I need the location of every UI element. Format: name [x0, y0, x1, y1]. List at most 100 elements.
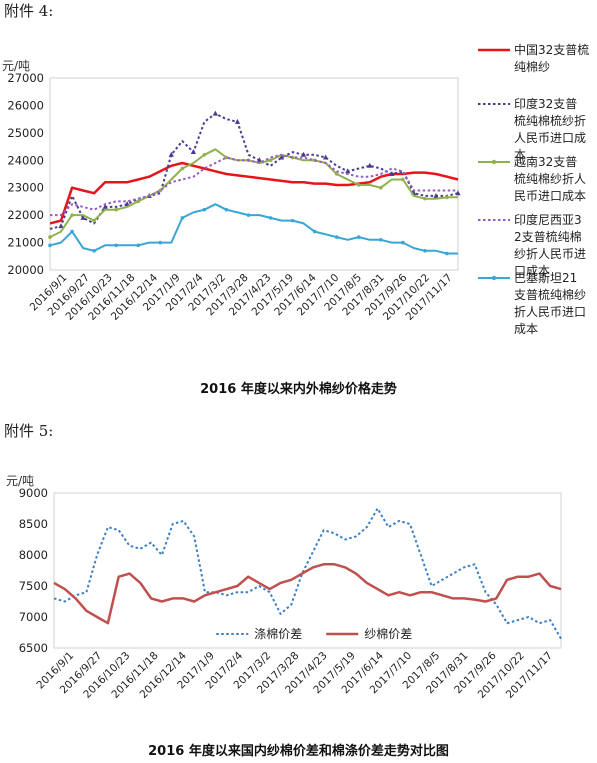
cotton-yarn-price-chart: 元/吨 20000 21000 22000 23000 24000 25000 26000 27… [2, 42, 589, 336]
legend-label-1: 梳纯棉梳纱折 [514, 113, 586, 128]
attachment-5-label: 附件 5: [4, 422, 54, 440]
legend-label-3: 纱折人民币进 [514, 246, 586, 261]
chart-2-title: 2016 年度以来国内纱棉价差和棉涤价差走势对比图 [148, 744, 449, 759]
legend-label-1: 纱棉价差 [364, 627, 412, 641]
series-marker-1 [323, 154, 329, 160]
series-marker-1 [367, 162, 373, 168]
series-marker-4 [356, 235, 361, 239]
legend-label-2: 越南32支普 [514, 154, 577, 169]
series-marker-1 [58, 223, 64, 229]
series-marker-4 [290, 218, 295, 223]
plot-area-frame [53, 492, 562, 649]
legend-label-2: 民币进口成本 [514, 189, 586, 203]
y-tick-label: 9000 [19, 486, 48, 500]
legend-marker-2 [491, 159, 497, 165]
y-tick-label: 7000 [19, 610, 48, 624]
attachment-4-label: 附件 4: [4, 2, 54, 20]
series-marker-1 [433, 192, 439, 198]
series-line-1 [49, 112, 459, 230]
series-marker-4 [401, 240, 405, 245]
series-marker-2 [48, 235, 52, 239]
series-marker-4 [158, 240, 163, 245]
series-marker-4 [136, 243, 141, 248]
series-marker-1 [389, 171, 395, 176]
legend-label-1: 人民币进口成 [514, 131, 586, 145]
y-tick-label: 26000 [7, 98, 44, 112]
series-marker-2 [136, 199, 141, 204]
series-marker-1 [190, 149, 196, 155]
series-marker-1 [124, 201, 130, 207]
series-marker-1 [80, 214, 86, 220]
series-marker-4 [379, 238, 383, 242]
y-axis-unit: 元/吨 [2, 59, 30, 73]
legend-label-3: 2支普梳纯棉 [514, 229, 582, 244]
y-tick-label: 21000 [7, 236, 44, 250]
series-line-1 [53, 563, 562, 625]
y-tick-label: 20000 [7, 263, 44, 277]
legend-label-2: 梳纯棉纱折人 [514, 171, 586, 186]
legend-label-3: 印度尼西亚3 [514, 212, 582, 227]
series-line-0 [53, 507, 562, 640]
series-marker-2 [114, 207, 118, 212]
legend-label-4: 巴基斯坦21 [514, 271, 577, 285]
y-tick-label: 23000 [7, 181, 44, 195]
series-marker-4 [224, 207, 229, 212]
series-marker-2 [401, 177, 405, 182]
series-line-0 [49, 161, 459, 225]
series-marker-2 [180, 166, 185, 171]
price-spread-chart: 元/吨6500700075008000850090002016/9/12016/… [6, 474, 562, 701]
series-marker-1 [168, 151, 174, 157]
series-marker-2 [202, 153, 207, 157]
legend-label-0: 中国32支普梳 [514, 42, 589, 57]
legend-label-1: 印度32支普 [514, 96, 577, 111]
series-marker-4 [246, 213, 251, 217]
series-marker-4 [92, 249, 96, 253]
y-tick-label: 22000 [7, 208, 44, 222]
series-marker-2 [445, 195, 449, 200]
series-marker-4 [180, 216, 185, 220]
y-tick-label: 7500 [19, 579, 48, 593]
series-marker-4 [423, 249, 427, 253]
y-tick-label: 8000 [19, 548, 48, 562]
chart-1-title: 2016 年度以来内外棉纱价格走势 [200, 382, 397, 397]
series-marker-4 [268, 216, 273, 220]
series-marker-1 [301, 151, 307, 157]
y-tick-label: 25000 [7, 126, 44, 140]
series-marker-4 [114, 243, 118, 248]
series-marker-2 [70, 213, 74, 217]
series-marker-2 [268, 158, 273, 163]
legend-label-4: 支普梳纯棉纱 [514, 287, 586, 302]
legend-label-0: 涤棉价差 [254, 627, 302, 641]
legend-label-1: 本 [514, 148, 526, 162]
series-marker-1 [256, 157, 263, 163]
series-marker-2 [334, 172, 339, 176]
series-marker-1 [278, 154, 285, 160]
series-marker-2 [379, 185, 383, 190]
series-marker-4 [70, 229, 74, 234]
series-marker-4 [48, 243, 52, 248]
series-marker-1 [212, 110, 219, 116]
series-marker-1 [234, 118, 241, 124]
series-marker-1 [455, 190, 461, 196]
series-marker-4 [445, 251, 449, 256]
legend-label-0: 纯棉纱 [514, 60, 550, 74]
y-tick-label: 8500 [19, 517, 48, 531]
legend-label-3: 口成本 [514, 264, 550, 278]
legend-marker-4 [491, 275, 497, 281]
series-marker-4 [334, 235, 339, 239]
series-line-3 [50, 153, 458, 217]
series-line-4 [49, 203, 458, 255]
series-marker-4 [202, 207, 207, 212]
legend-label-4: 成本 [514, 322, 538, 336]
legend-label-4: 折人民币进口 [514, 304, 586, 319]
plot-area-frame [49, 77, 459, 271]
y-tick-label: 27000 [7, 71, 44, 85]
series-marker-4 [312, 229, 317, 234]
series-marker-2 [423, 196, 427, 201]
y-tick-label: 24000 [7, 153, 44, 167]
series-marker-1 [345, 168, 351, 174]
series-marker-2 [356, 183, 361, 187]
series-marker-2 [92, 218, 96, 223]
y-tick-label: 6500 [19, 641, 48, 655]
series-marker-1 [102, 203, 108, 209]
